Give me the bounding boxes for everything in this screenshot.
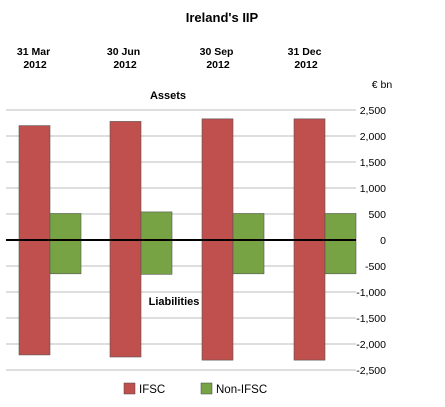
- legend-label-ifsc: IFSC: [139, 384, 165, 396]
- legend: IFSC Non-IFSC: [123, 382, 267, 396]
- bar-non-ifsc: [140, 211, 173, 275]
- assets-annotation: Assets: [150, 90, 186, 102]
- y-tick-label: -1,500: [356, 313, 386, 325]
- y-tick-label: 0: [380, 235, 386, 247]
- y-axis-tick-labels: 2,500 2,000 1,500 1,000 500 0 -500 -1,000 -1,500…: [356, 105, 386, 377]
- y-tick-label: 2,500: [360, 105, 386, 117]
- y-tick-label: 1,000: [360, 183, 386, 195]
- bar-non-ifsc: [324, 213, 357, 275]
- unit-label: € bn: [372, 79, 393, 91]
- y-tick-label: -2,500: [356, 365, 386, 377]
- period-label-2: 30 Jun 2012: [107, 46, 143, 71]
- y-tick-label: -2,000: [356, 339, 386, 351]
- period-label-4-line1: 31 Dec: [288, 46, 322, 58]
- y-tick-label: 500: [368, 209, 386, 221]
- bar-non-ifsc: [49, 213, 82, 275]
- bar-non-ifsc: [232, 213, 265, 275]
- period-label-2-line1: 30 Jun: [107, 46, 140, 58]
- period-label-1-line1: 31 Mar: [17, 46, 50, 58]
- y-tick-label: -1,000: [356, 287, 386, 299]
- period-label-3-line2: 2012: [206, 59, 230, 71]
- period-label-1: 31 Mar 2012: [17, 46, 53, 71]
- y-tick-label: -500: [365, 261, 386, 273]
- period-label-3: 30 Sep 2012: [200, 46, 237, 71]
- period-label-3-line1: 30 Sep: [200, 46, 234, 58]
- legend-label-non-ifsc: Non-IFSC: [216, 384, 267, 396]
- y-tick-label: 2,000: [360, 131, 386, 143]
- period-label-4-line2: 2012: [294, 59, 318, 71]
- period-label-2-line2: 2012: [113, 59, 137, 71]
- period-label-1-line2: 2012: [23, 59, 47, 71]
- legend-swatch-ifsc: [123, 382, 136, 395]
- liabilities-annotation: Liabilities: [149, 296, 200, 308]
- legend-swatch-non-ifsc: [200, 382, 213, 395]
- period-label-4: 31 Dec 2012: [288, 46, 325, 71]
- chart-title: Ireland's IIP: [186, 10, 259, 25]
- y-tick-label: 1,500: [360, 157, 386, 169]
- period-labels: 31 Mar 2012 30 Jun 2012 30 Sep 2012 31 D…: [17, 46, 325, 71]
